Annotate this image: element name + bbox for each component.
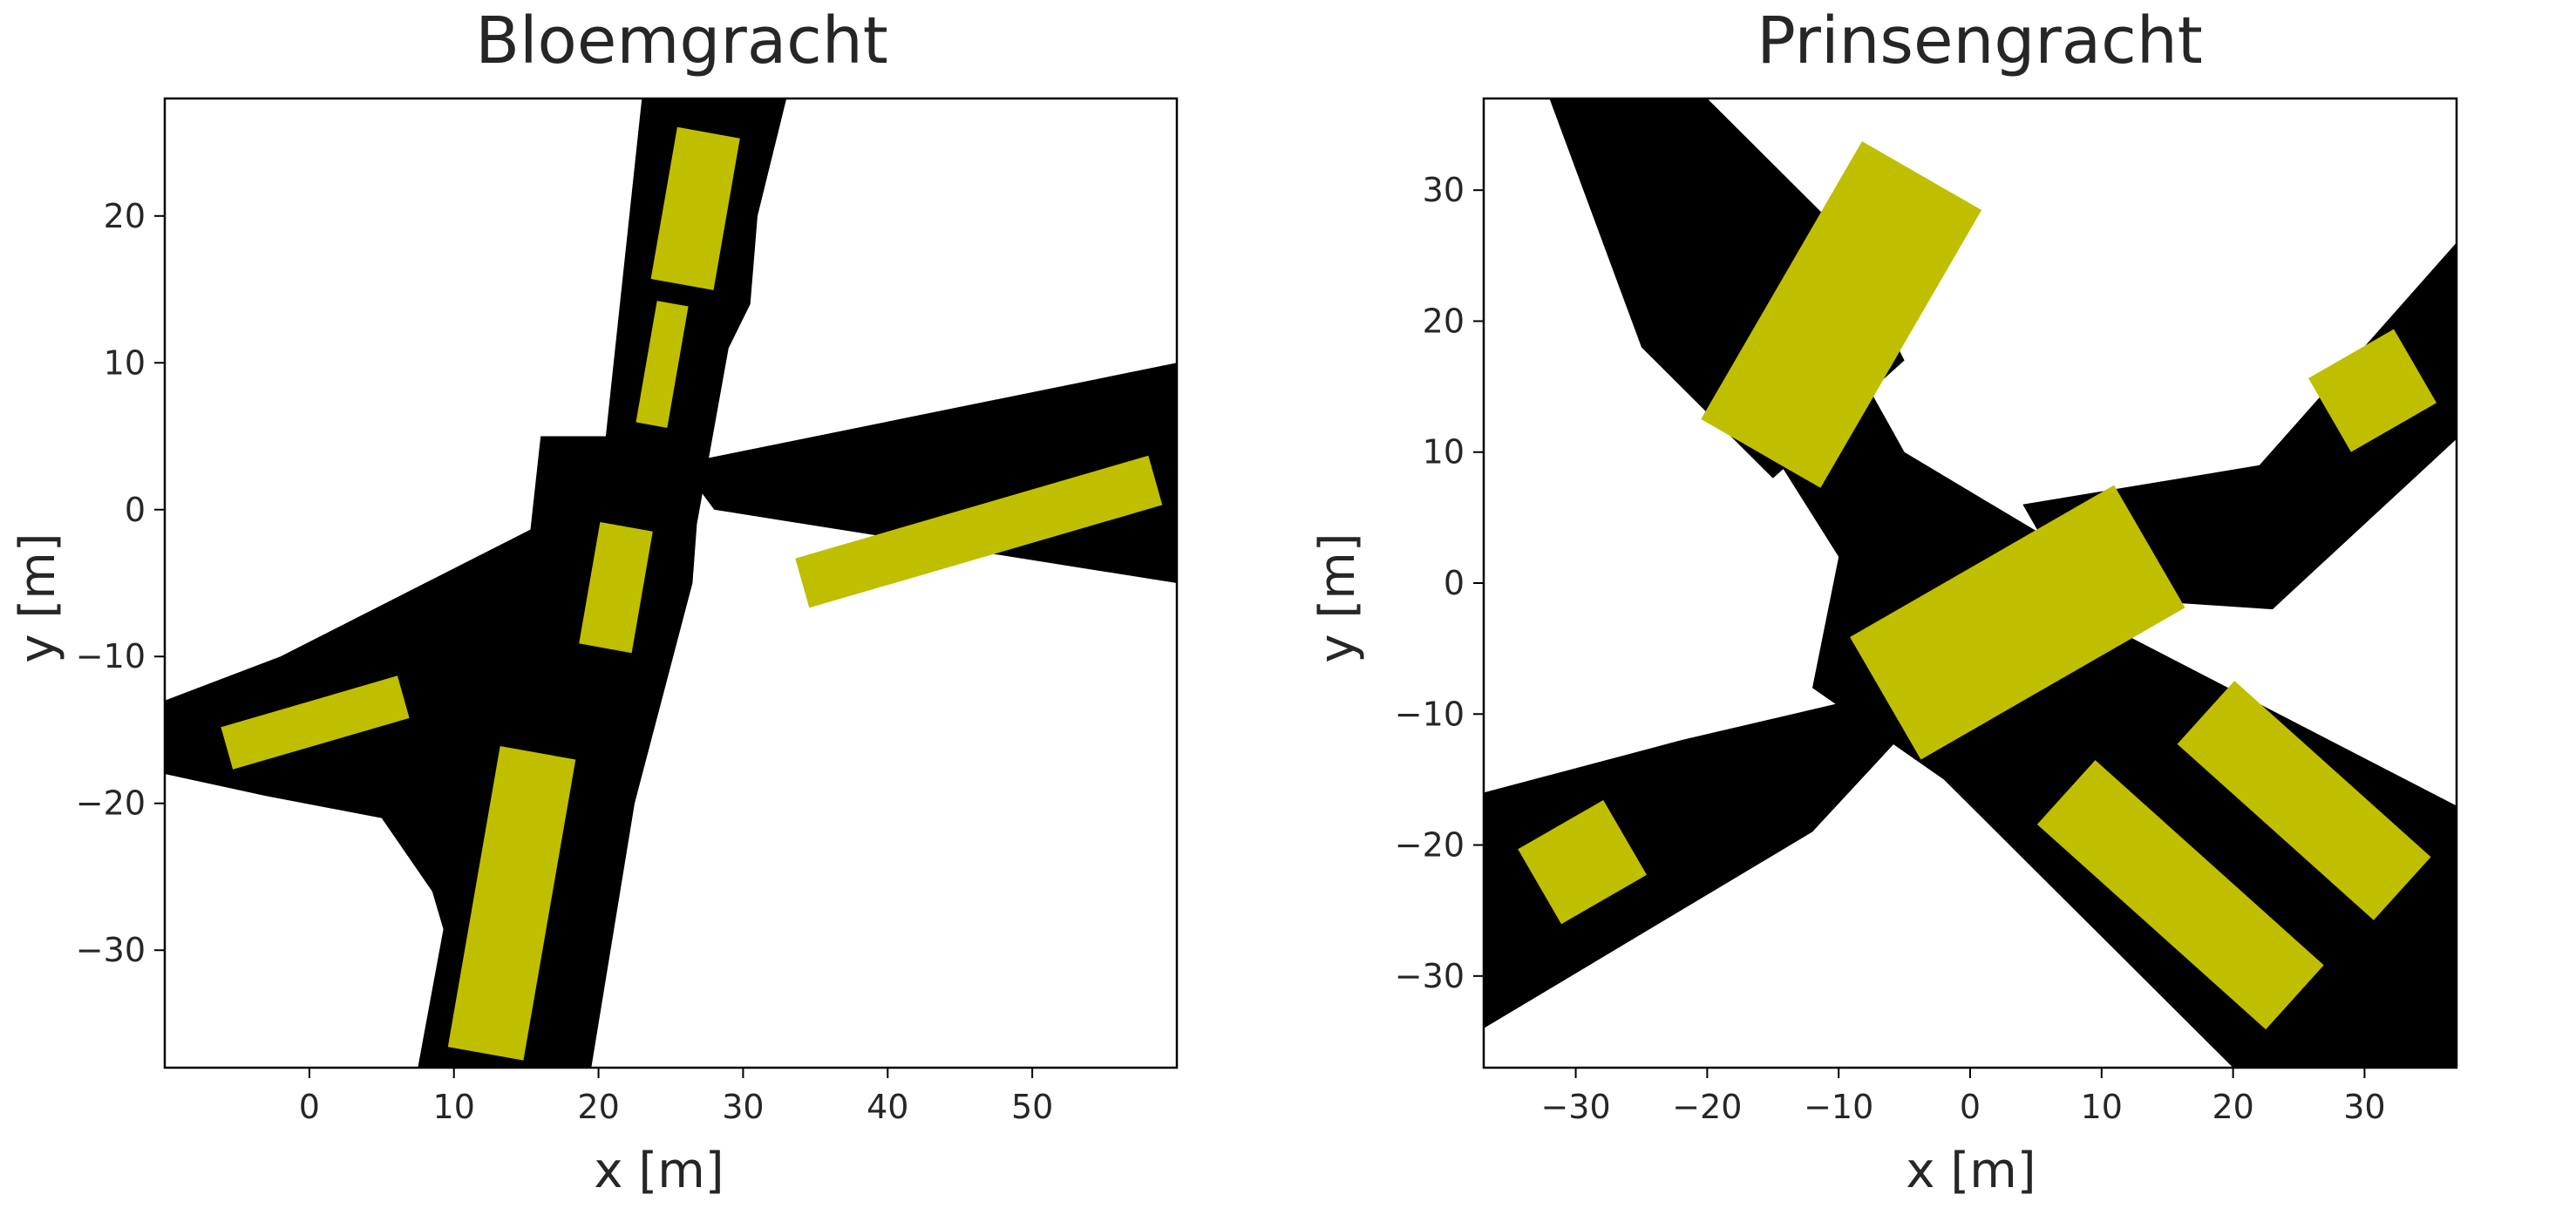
parking-rect: [2036, 760, 2324, 1030]
y-tick-label: −10: [1395, 695, 1465, 733]
parking-rect: [2308, 329, 2437, 452]
x-axis-label: x [m]: [594, 1143, 724, 1199]
x-tick-label: 50: [1011, 1088, 1053, 1126]
x-tick-label: 20: [2212, 1088, 2253, 1126]
y-tick-label: 0: [125, 491, 146, 529]
y-axis-label: y [m]: [10, 533, 66, 662]
y-tick-label: 10: [1423, 433, 1465, 472]
x-tick-label: 0: [1960, 1088, 1981, 1126]
parking-rect: [447, 746, 576, 1061]
plot-area: −30 −20 −10 0 10 20 30 30 20 10 0 −10 −20 −30: [1395, 97, 2458, 1126]
parking-rect: [795, 455, 1163, 608]
chart-prinsengracht: Prinsengracht x [m] y [m] −30 −20 −10 0 10 20…: [1309, 3, 2458, 1199]
y-tick-label: −30: [1395, 957, 1465, 995]
y-tick-label: −10: [76, 637, 146, 675]
chart-panel-prinsengracht: Prinsengracht x [m] y [m] −30 −20 −10 0 10 20…: [1288, 0, 2576, 1208]
chart-bloemgracht: Bloemgracht x [m] y [m] 0 10 20 30 40 5020100…: [10, 3, 1179, 1199]
x-axis-label: x [m]: [1906, 1143, 2036, 1199]
y-tick-label: −20: [1395, 826, 1465, 865]
y-tick-label: −20: [76, 784, 146, 823]
parking-rect: [636, 301, 689, 428]
y-tick-label: 20: [1423, 302, 1465, 340]
x-tick-label: −30: [1540, 1088, 1610, 1126]
axes-frame: [163, 97, 1179, 1069]
parking-rect: [650, 126, 740, 290]
y-tick-label: 30: [1423, 171, 1465, 209]
parking-rect: [1701, 141, 1982, 488]
parking-rect: [579, 522, 653, 654]
parking-rect: [2177, 681, 2431, 920]
x-tick-label: −10: [1804, 1088, 1873, 1126]
x-tick-label: 10: [433, 1088, 475, 1126]
x-tick-label: 40: [867, 1088, 908, 1126]
x-tick-label: 10: [2081, 1088, 2123, 1126]
y-axis-label: y [m]: [1309, 533, 1366, 662]
plot-content: [165, 98, 1177, 1068]
plot-area: 0 10 20 30 40 50 20 10 0 −10 −20 −30: [76, 97, 1179, 1126]
x-tick-label: 30: [722, 1088, 764, 1126]
parking-rect: [1518, 800, 1647, 925]
y-tick-label: 10: [104, 343, 146, 382]
x-tick-label: 20: [577, 1088, 619, 1126]
plot-content: [1484, 98, 2457, 1068]
y-tick-label: 0: [1444, 564, 1465, 602]
x-tick-label: 30: [2343, 1088, 2385, 1126]
x-tick-label: −20: [1672, 1088, 1742, 1126]
road-area: [1484, 662, 1970, 1028]
parking-rect: [1850, 485, 2185, 760]
y-tick-label: −30: [76, 931, 146, 969]
y-tick-label: 20: [104, 197, 146, 235]
chart-title: Bloemgracht: [475, 3, 888, 78]
parking-rect: [221, 675, 410, 770]
chart-panel-bloemgracht: Bloemgracht x [m] y [m] 0 10 20 30 40 50 20 10 0…: [10, 3, 1179, 1199]
chart-title: Prinsengracht: [1757, 3, 2203, 78]
x-tick-label: 0: [299, 1088, 320, 1126]
